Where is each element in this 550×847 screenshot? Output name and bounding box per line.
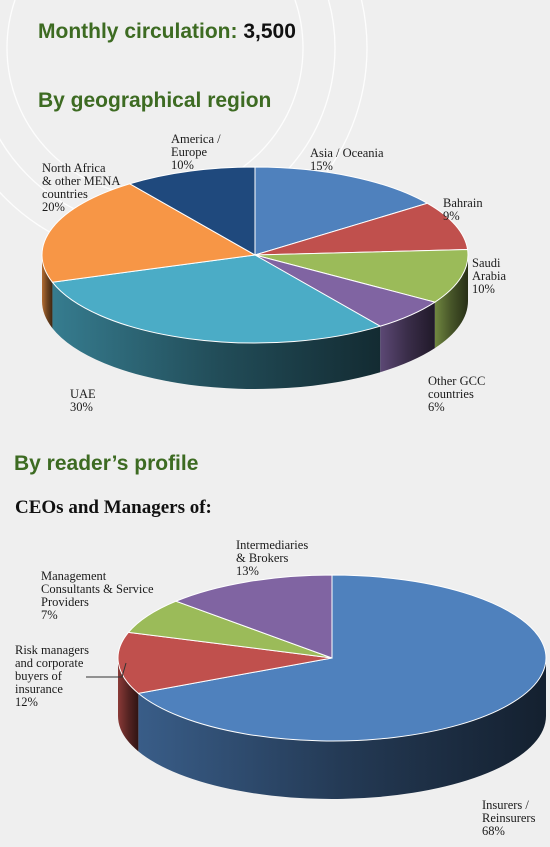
profile-leader-line xyxy=(86,662,127,678)
geo-slice-1 xyxy=(254,202,469,256)
geo-slice-label: North Africa & other MENA countries 20% xyxy=(42,161,120,214)
geo-slice-label: Asia / Oceania 15% xyxy=(310,146,384,173)
reader-profile-subheading: CEOs and Managers of: xyxy=(15,497,212,518)
geo-region-heading: By geographical region xyxy=(38,89,272,112)
geo-slice-2 xyxy=(254,248,469,303)
geo-slice-side xyxy=(52,282,381,390)
profile-slice-3 xyxy=(174,574,333,659)
profile-slice-1 xyxy=(117,631,333,694)
geo-slice-6 xyxy=(128,166,256,256)
geo-slice-label: Bahrain 9% xyxy=(443,196,483,223)
reader-profile-heading: By reader’s profile xyxy=(14,452,199,475)
geo-slice-side xyxy=(434,255,468,349)
profile-slice-label: Intermediaries & Brokers 13% xyxy=(236,538,308,578)
profile-slice-0 xyxy=(137,574,547,742)
geo-slice-4 xyxy=(51,254,382,344)
geo-slice-side xyxy=(42,255,53,329)
geo-slice-0 xyxy=(254,166,429,256)
profile-slice-side xyxy=(118,658,139,752)
profile-slice-side xyxy=(138,658,546,799)
geo-slice-label: Saudi Arabia 10% xyxy=(472,256,506,296)
circulation-heading: Monthly circulation: 3,500 xyxy=(38,20,296,44)
circulation-value: 3,500 xyxy=(243,20,296,43)
geo-slice-label: America / Europe 10% xyxy=(171,132,221,172)
geo-slice-label: UAE 30% xyxy=(70,387,96,414)
circulation-label: Monthly circulation: xyxy=(38,20,238,43)
profile-slice-label: Risk managers and corporate buyers of insur… xyxy=(15,643,89,709)
profile-slice-label: Management Consultants & Service Providers… xyxy=(41,569,154,622)
geo-slice-label: Other GCC countries 6% xyxy=(428,374,485,414)
geo-region-pie-chart: Asia / Oceania 15% Bahrain 9% Saudi Arabia 10%… xyxy=(41,132,506,414)
geo-slice-5 xyxy=(41,183,257,283)
profile-slice-label: Insurers / Reinsurers 68% xyxy=(482,798,536,838)
geo-slice-side xyxy=(380,302,435,373)
